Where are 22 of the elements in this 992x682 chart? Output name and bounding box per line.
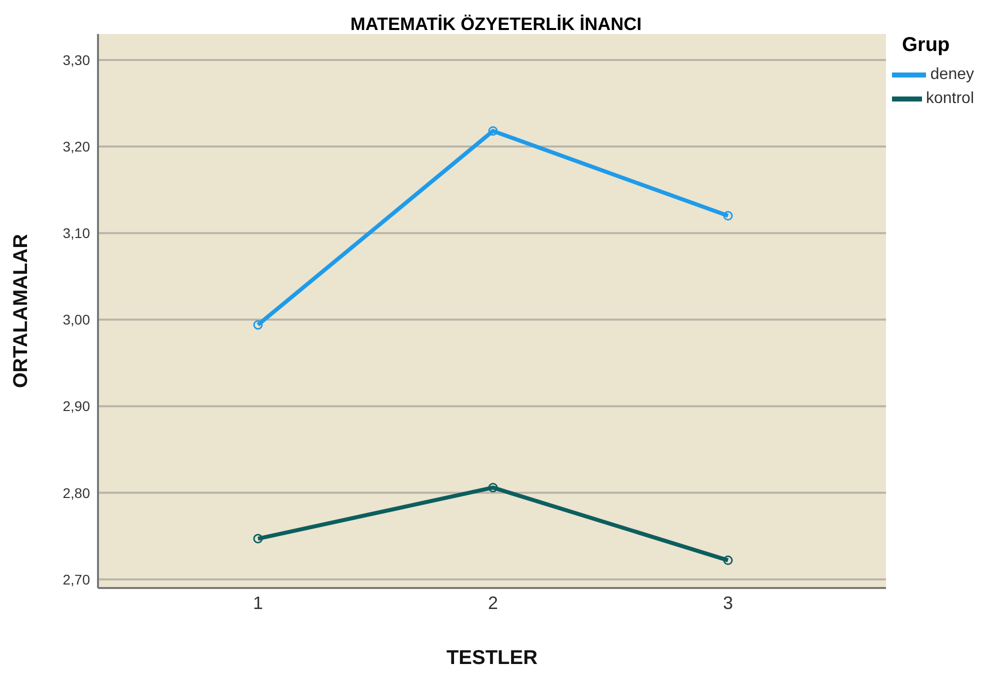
y-tick-label: 3,10 bbox=[62, 225, 90, 242]
x-tick-label: 2 bbox=[488, 592, 498, 613]
y-tick-label: 3,20 bbox=[62, 138, 90, 154]
point bbox=[723, 211, 733, 221]
chart-title: MATEMATİK ÖZYETERLİK İNANCI bbox=[349, 14, 643, 35]
x-tick-label: 3 bbox=[722, 592, 734, 613]
y-axis-title: ORTALAMALAR bbox=[10, 233, 32, 388]
legend-label: deney bbox=[930, 66, 974, 84]
point bbox=[253, 534, 263, 544]
legend-title: Grup bbox=[902, 34, 951, 57]
x-tick-label: 1 bbox=[252, 592, 264, 613]
x-axis-title: TESTLER bbox=[446, 647, 538, 669]
point bbox=[253, 320, 263, 330]
point bbox=[488, 126, 498, 136]
y-tick-label: 2,80 bbox=[62, 484, 90, 501]
y-tick-label: 3,00 bbox=[62, 312, 90, 328]
legend-label: kontrol bbox=[926, 90, 974, 108]
y-tick-label: 2,90 bbox=[62, 398, 90, 414]
y-tick-label: 3,30 bbox=[62, 52, 90, 68]
y-tick-label: 2,70 bbox=[62, 571, 90, 588]
point bbox=[723, 556, 733, 566]
point bbox=[488, 482, 498, 492]
